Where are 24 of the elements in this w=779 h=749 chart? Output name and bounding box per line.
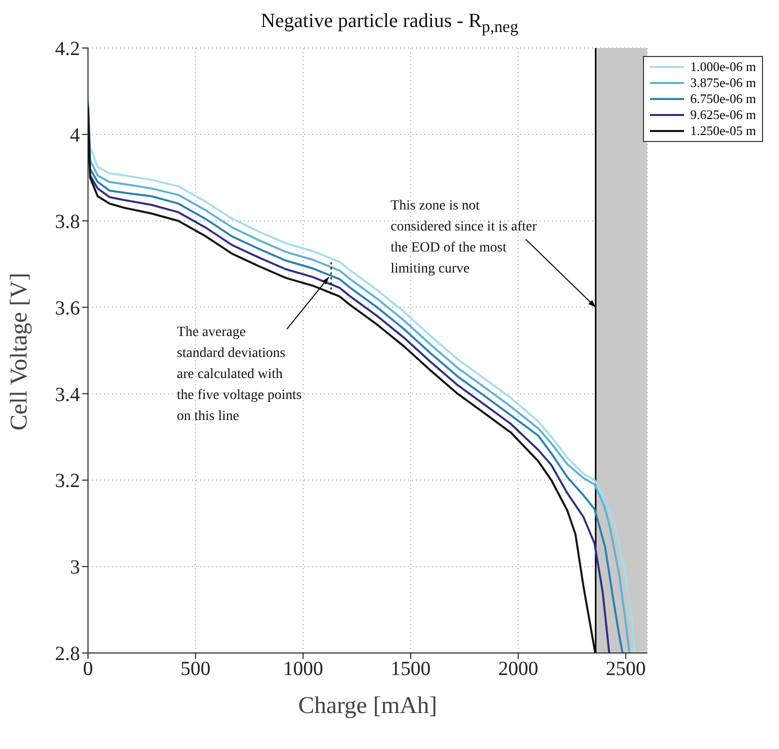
- y-tick-label: 4: [70, 124, 80, 147]
- legend-label: 9.625e-06 m: [690, 107, 756, 123]
- y-tick-label: 4.2: [55, 38, 80, 60]
- legend-label: 6.750e-06 m: [690, 91, 756, 107]
- chart-title: Negative particle radius - R$_{p,neg}$: [260, 9, 520, 38]
- y-tick-label: 3.2: [55, 470, 80, 492]
- annotation: This zone is not considered since it is after the EOD of the most limiting curve: [390, 198, 538, 276]
- x-tick-label: 0: [83, 658, 93, 680]
- y-tick-label: 3.4: [55, 384, 80, 406]
- x-tick-label: 2500: [606, 658, 646, 680]
- x-tick-label: 1000: [283, 658, 324, 680]
- annotation: The average standard deviations are calculated with the five voltage points on this line: [176, 325, 302, 424]
- legend-label: 3.875e-06 m: [690, 75, 756, 91]
- legend-label: 1.000e-06 m: [690, 59, 756, 75]
- y-tick-label: 3.6: [55, 297, 80, 320]
- y-axis-title: Cell Voltage [V]: [6, 272, 33, 430]
- x-tick-label: 500: [180, 658, 211, 680]
- legend-label: 1.250e-05 m: [690, 123, 756, 139]
- y-tick-label: 3: [70, 556, 80, 579]
- y-tick-label: 3.8: [55, 210, 80, 233]
- x-tick-label: 1500: [390, 658, 431, 680]
- x-axis-title: Charge [mAh]: [298, 693, 438, 719]
- x-tick-label: 2000: [498, 658, 538, 680]
- y-tick-label: 2.8: [55, 643, 80, 666]
